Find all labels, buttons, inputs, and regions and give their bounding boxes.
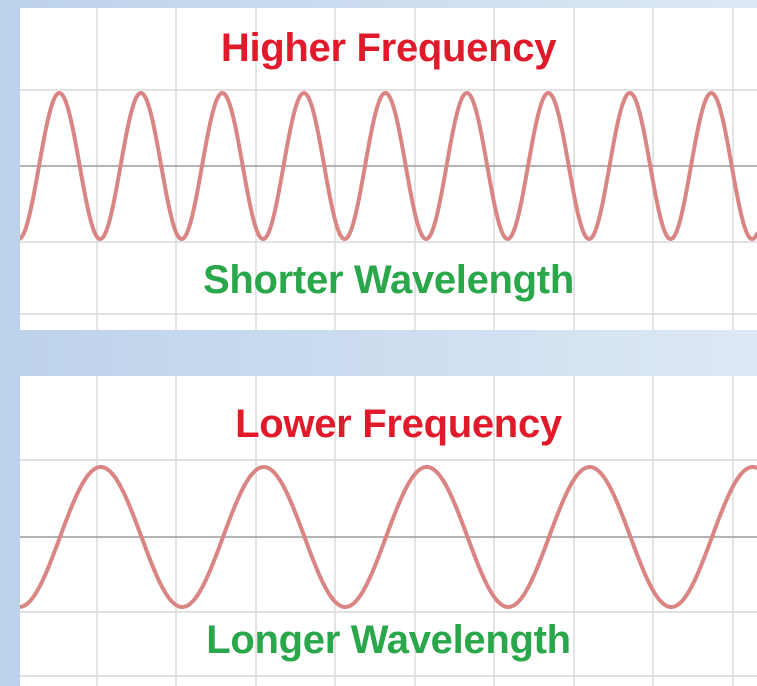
- low-frequency-diagram: [20, 376, 757, 686]
- high-frequency-wave: [20, 90, 757, 242]
- grid-lines: [20, 376, 757, 686]
- short-wavelength-caption: Shorter Wavelength: [203, 258, 574, 302]
- long-wavelength-caption: Longer Wavelength: [206, 618, 571, 662]
- low-frequency-wave: [20, 464, 757, 610]
- high-frequency-title: Higher Frequency: [220, 26, 557, 70]
- high-frequency-diagram: [20, 8, 757, 330]
- high-frequency-panel: Higher Frequency Shorter Wavelength: [20, 8, 757, 330]
- low-frequency-title: Lower Frequency: [235, 402, 562, 446]
- low-frequency-panel: Lower Frequency Longer Wavelength: [20, 376, 757, 686]
